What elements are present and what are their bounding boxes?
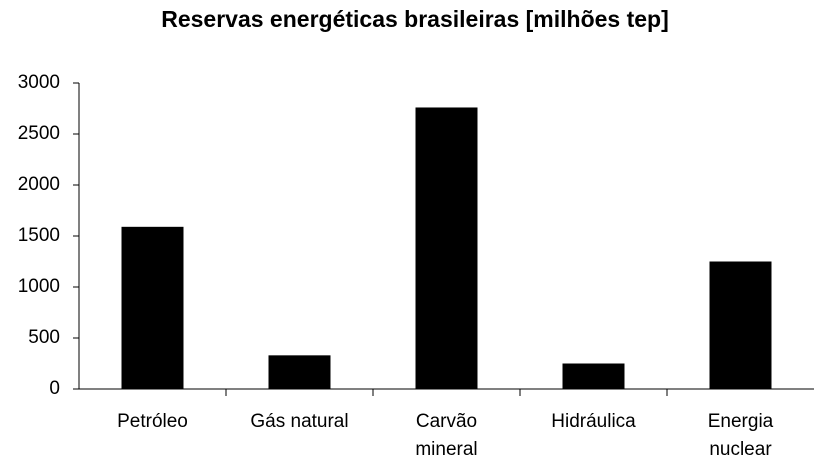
- bar: [121, 226, 184, 389]
- chart-title: Reservas energéticas brasileiras [milhõe…: [161, 6, 669, 32]
- y-tick-label: 1500: [18, 225, 60, 246]
- y-tick-label: 3000: [18, 72, 60, 93]
- y-tick-label: 2000: [18, 174, 60, 195]
- y-tick-label: 1000: [18, 276, 60, 297]
- x-tick-label: Carvão mineral: [415, 411, 478, 460]
- bar: [268, 355, 331, 389]
- bar: [562, 363, 625, 389]
- y-tick-label: 0: [49, 378, 60, 399]
- y-tick-label: 500: [28, 327, 60, 348]
- x-tick-label: Hidráulica: [551, 411, 636, 432]
- y-tick-label: 2500: [18, 123, 60, 144]
- bar: [709, 261, 772, 389]
- x-tick-label: Petróleo: [117, 411, 188, 432]
- bar: [415, 107, 478, 389]
- x-tick-label: Gás natural: [250, 411, 349, 432]
- x-tick-label: Energia nuclear: [707, 411, 774, 460]
